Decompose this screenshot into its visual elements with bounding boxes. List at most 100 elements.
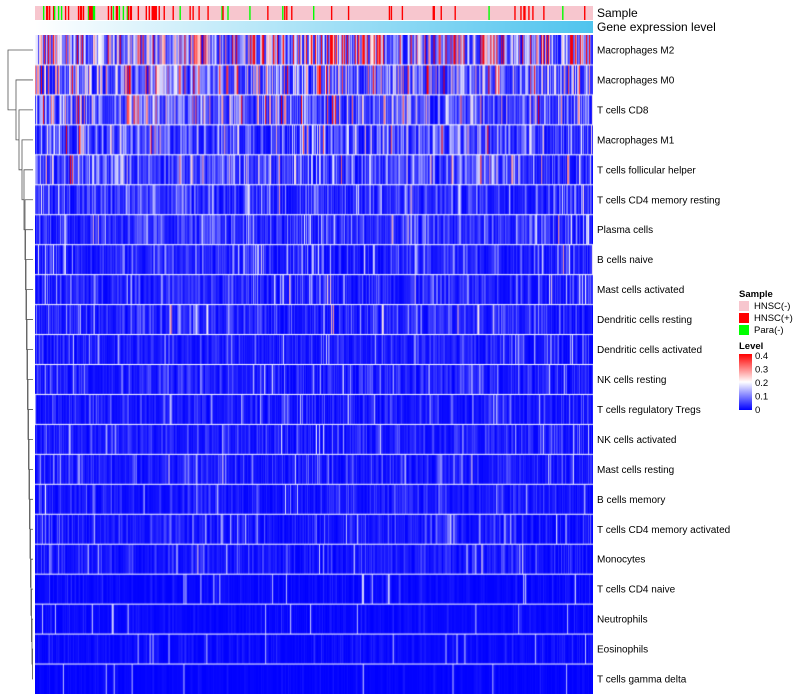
sample-annotation-cell	[115, 6, 118, 20]
annotation-label-gene-expression-level: Gene expression level	[597, 20, 716, 34]
sample-annotation-cell	[89, 6, 92, 20]
sample-annotation-cell	[221, 6, 223, 20]
sample-annotation-cell	[137, 6, 140, 20]
row-label: Plasma cells	[597, 225, 653, 236]
legend-level-ticks: 0.4 0.3 0.2 0.1 0	[755, 351, 768, 416]
sample-annotation-cell	[286, 6, 288, 20]
sample-annotation-cell	[163, 6, 165, 20]
sample-annotation-cell	[77, 6, 80, 20]
sample-annotation-cell	[110, 6, 113, 20]
sample-annotation-cell	[116, 6, 119, 20]
sample-annotation-cell	[57, 6, 60, 20]
sample-annotation-cell	[198, 6, 200, 20]
legend-level-colorbar	[739, 354, 752, 410]
sample-annotation-cell	[79, 6, 82, 20]
sample-annotation-cell	[82, 6, 85, 20]
sample-annotation-cell	[153, 6, 155, 20]
row-label: T cells regulatory Tregs	[597, 405, 701, 416]
row-label: Neutrophils	[597, 615, 648, 626]
legend-tick-label: 0	[755, 405, 760, 416]
sample-annotation-cell	[80, 6, 83, 20]
sample-annotation-cell	[42, 6, 45, 20]
sample-annotation-cell	[67, 6, 70, 20]
legend-tick-label: 0.3	[755, 365, 768, 376]
row-label: Macrophages M0	[597, 75, 675, 86]
row-label: Eosinophils	[597, 645, 648, 656]
annotation-label-sample: Sample	[597, 6, 638, 20]
sample-annotation-cell	[112, 6, 115, 20]
sample-annotation-cell	[520, 6, 522, 20]
row-labels: Macrophages M2 Macrophages M0 T cells CD8 M…	[597, 45, 730, 685]
sample-annotation-cell	[45, 6, 48, 20]
sample-annotation-cell	[347, 6, 350, 20]
sample-annotation-cell	[249, 6, 251, 20]
annotation-bars	[35, 6, 593, 33]
sample-annotation-cell	[440, 6, 442, 20]
sample-annotation-cell	[127, 6, 130, 20]
row-label: Mast cells activated	[597, 285, 684, 296]
sample-annotation-cell	[284, 6, 286, 20]
sample-annotation-cell	[148, 6, 150, 20]
sample-annotation-cell	[46, 6, 49, 20]
sample-annotation-cell	[129, 6, 132, 20]
sample-annotation-cell	[91, 6, 94, 20]
legend-swatch	[739, 325, 749, 335]
sample-annotation-cell	[179, 6, 181, 20]
sample-annotation-cell	[87, 6, 90, 20]
sample-annotation-cell	[454, 6, 456, 20]
sample-annotation-cell	[543, 6, 545, 20]
sample-annotation-cell	[227, 6, 229, 20]
sample-annotation-cell	[390, 6, 393, 20]
row-label: B cells memory	[597, 495, 665, 506]
sample-annotation-cell	[488, 6, 490, 20]
row-label: T cells follicular helper	[597, 165, 696, 176]
sample-annotation-cell	[388, 6, 391, 20]
sample-annotation-cell	[64, 6, 67, 20]
row-dendrogram	[7, 49, 33, 680]
sample-annotation-cell	[313, 6, 315, 20]
sample-annotation-cell	[528, 6, 530, 20]
legend-title-level: Level	[739, 341, 763, 352]
sample-annotation-cell	[155, 6, 157, 20]
sample-annotation-cell	[330, 6, 333, 20]
legend-tick-label: 0.2	[755, 378, 768, 389]
legend-tick-label: 0.1	[755, 392, 768, 403]
sample-annotation-cell	[222, 6, 224, 20]
sample-annotation-cell	[107, 6, 110, 20]
legend-label: HNSC(-)	[754, 301, 790, 312]
sample-annotation-cell	[126, 6, 129, 20]
sample-annotation-cell	[523, 6, 525, 20]
sample-annotation-cell	[532, 6, 534, 20]
dendrogram-branch	[30, 558, 33, 616]
sample-annotation-cell	[122, 6, 125, 20]
sample-annotation-cell	[282, 6, 284, 20]
sample-annotation-cell	[172, 6, 174, 20]
sample-annotation-cell	[562, 6, 564, 20]
legend-label: Para(-)	[754, 325, 784, 336]
legend-swatch	[739, 313, 749, 323]
dendrogram-branch	[30, 528, 33, 588]
heatmap-cells	[35, 35, 593, 694]
sample-annotation-cell	[60, 6, 63, 20]
sample-annotation-cell	[291, 6, 293, 20]
dendrogram-branch	[32, 648, 33, 680]
row-label: T cells gamma delta	[597, 675, 687, 686]
sample-annotation-cell	[584, 6, 586, 20]
sample-annotation-cell	[433, 6, 435, 20]
sample-annotation-cell	[158, 6, 160, 20]
row-label: B cells naive	[597, 255, 654, 266]
sample-annotation-cell	[88, 6, 91, 20]
sample-annotation-cell	[92, 6, 95, 20]
sample-annotation-cell	[48, 6, 51, 20]
row-label: T cells CD4 naive	[597, 585, 676, 596]
sample-annotation-cell	[432, 6, 434, 20]
sample-annotation-cell	[207, 6, 209, 20]
legend-sample-items: HNSC(-)HNSC(+)Para(-)	[739, 301, 793, 336]
row-label: T cells CD4 memory resting	[597, 195, 720, 206]
sample-annotation-cell	[90, 6, 93, 20]
row-label: Dendritic cells activated	[597, 345, 702, 356]
sample-annotation-cell	[267, 6, 269, 20]
legend-swatch	[739, 301, 749, 311]
sample-annotation-cell	[52, 6, 55, 20]
